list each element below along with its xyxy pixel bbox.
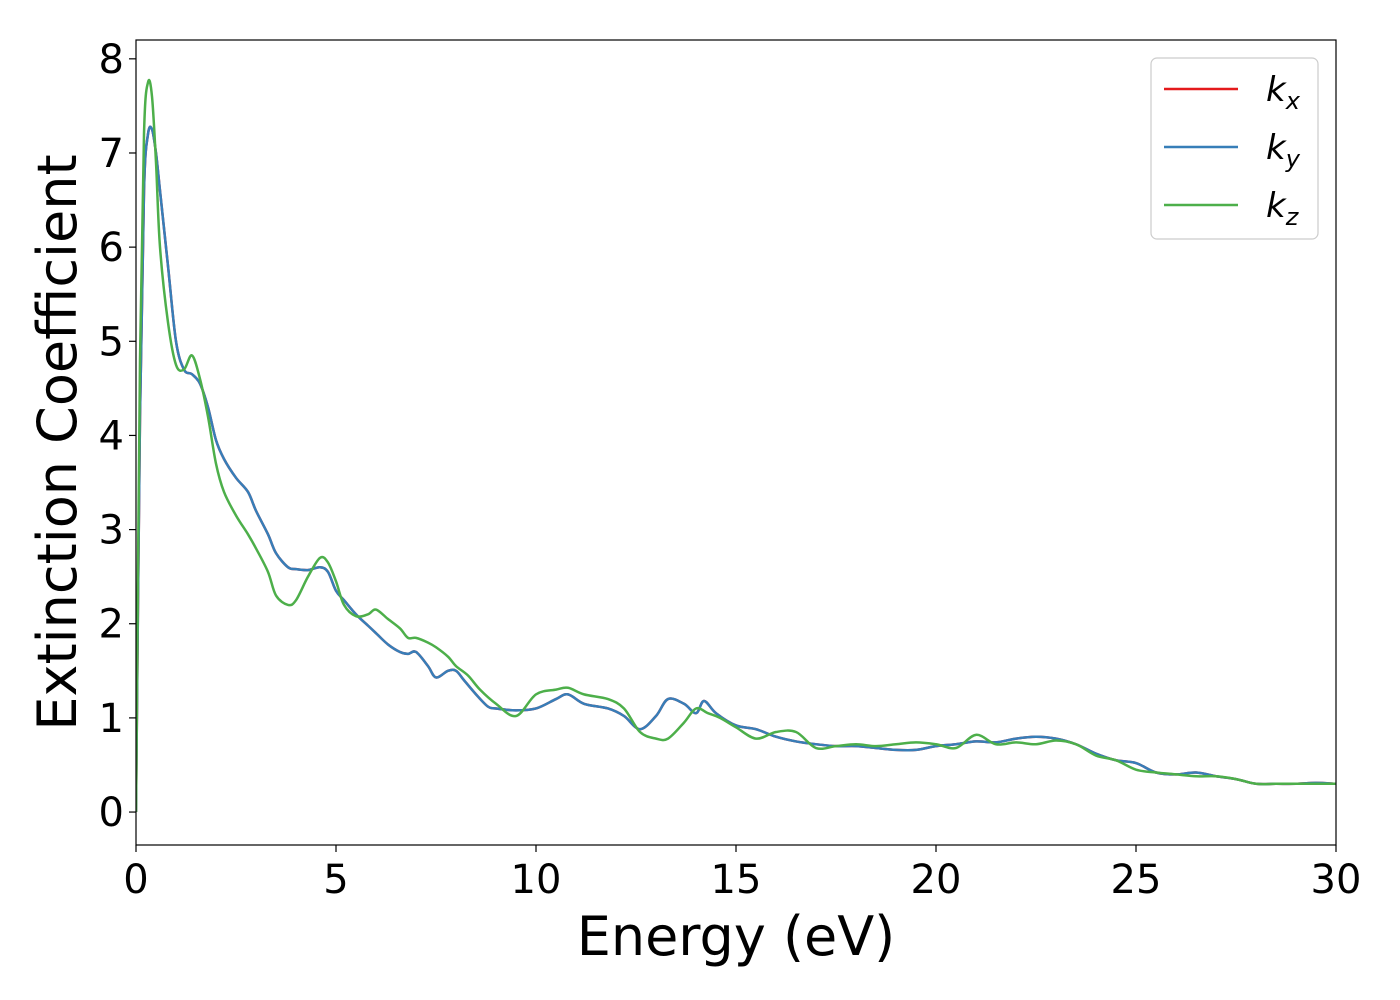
x-tick-label: 10 <box>511 857 562 903</box>
x-axis-ticks: 0 5 10 15 20 25 30 <box>123 845 1361 903</box>
y-tick-label: 6 <box>99 225 124 271</box>
x-axis-label: Energy (eV) <box>577 905 896 968</box>
legend-label-kx: kx <box>1266 70 1301 115</box>
legend: kx ky kz <box>1150 57 1319 240</box>
legend-label-ky: ky <box>1266 128 1301 173</box>
x-tick-label: 25 <box>1111 857 1162 903</box>
y-tick-label: 8 <box>99 37 124 83</box>
y-tick-label: 7 <box>99 131 124 177</box>
y-axis-ticks: 0 1 2 3 4 5 6 7 8 <box>99 37 136 836</box>
x-tick-label: 30 <box>1311 857 1362 903</box>
y-tick-label: 3 <box>99 508 124 554</box>
series-line-kz <box>136 78 1336 813</box>
y-tick-label: 5 <box>99 319 124 365</box>
legend-label-kz: kz <box>1266 186 1300 231</box>
y-tick-label: 1 <box>99 696 124 742</box>
y-tick-label: 2 <box>99 602 124 648</box>
series-layer <box>136 78 1336 813</box>
y-tick-label: 0 <box>99 790 124 836</box>
x-tick-label: 15 <box>711 857 762 903</box>
x-tick-label: 0 <box>123 857 148 903</box>
series-line-ky <box>136 125 1336 813</box>
y-axis-label: Extinction Coefficient <box>26 154 89 730</box>
legend-box <box>1150 57 1319 240</box>
x-tick-label: 5 <box>323 857 348 903</box>
x-tick-label: 20 <box>911 857 962 903</box>
y-tick-label: 4 <box>99 413 124 459</box>
